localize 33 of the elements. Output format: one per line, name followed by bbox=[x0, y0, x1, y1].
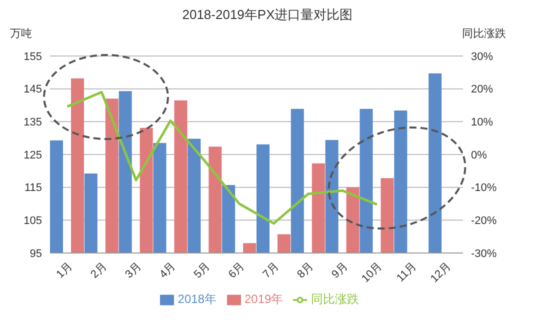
x-tick-label: 2月 bbox=[88, 260, 110, 281]
y-tick-label: 95 bbox=[30, 248, 42, 260]
chart-title: 2018-2019年PX进口量对比图 bbox=[181, 6, 354, 24]
x-tick-label: 7月 bbox=[260, 260, 282, 281]
y2-tick-label: -20% bbox=[471, 215, 497, 228]
legend-label: 2018年 bbox=[178, 292, 216, 306]
x-tick-label: 9月 bbox=[330, 260, 350, 281]
y2-tick-label: -30% bbox=[471, 248, 497, 260]
x-tick-label: 11月 bbox=[394, 260, 420, 284]
line-series bbox=[66, 90, 378, 225]
y2-tick-label: 10% bbox=[471, 116, 494, 129]
y2-axis-title: 同比涨跌 bbox=[462, 27, 506, 41]
y-tick-label: 115 bbox=[24, 182, 42, 194]
y-tick-label: 105 bbox=[24, 215, 42, 228]
x-tick-label: 10月 bbox=[360, 260, 385, 286]
x-tick-label: 3月 bbox=[123, 260, 144, 281]
y-tick-label: 145 bbox=[24, 84, 42, 96]
y2-tick-label: 30% bbox=[471, 50, 494, 63]
x-tick-label: 6月 bbox=[226, 260, 247, 281]
y2-tick-label: 0% bbox=[471, 149, 488, 162]
y-axis-title: 万吨 bbox=[10, 27, 32, 41]
x-tick-label: 8月 bbox=[295, 260, 316, 281]
x-tick-label: 4月 bbox=[158, 260, 178, 281]
x-tick-label: 12月 bbox=[428, 260, 454, 286]
legend-label: 同比涨跌 bbox=[311, 292, 360, 306]
x-tick-label: 1月 bbox=[54, 260, 75, 281]
y-tick-label: 125 bbox=[24, 149, 42, 162]
legend-label: 2019年 bbox=[244, 292, 284, 306]
x-tick-label: 5月 bbox=[192, 260, 213, 281]
y-tick-label: 135 bbox=[24, 116, 42, 129]
y2-tick-label: 20% bbox=[471, 84, 494, 96]
y2-tick-label: -10% bbox=[471, 182, 497, 194]
y-tick-label: 155 bbox=[24, 50, 42, 63]
